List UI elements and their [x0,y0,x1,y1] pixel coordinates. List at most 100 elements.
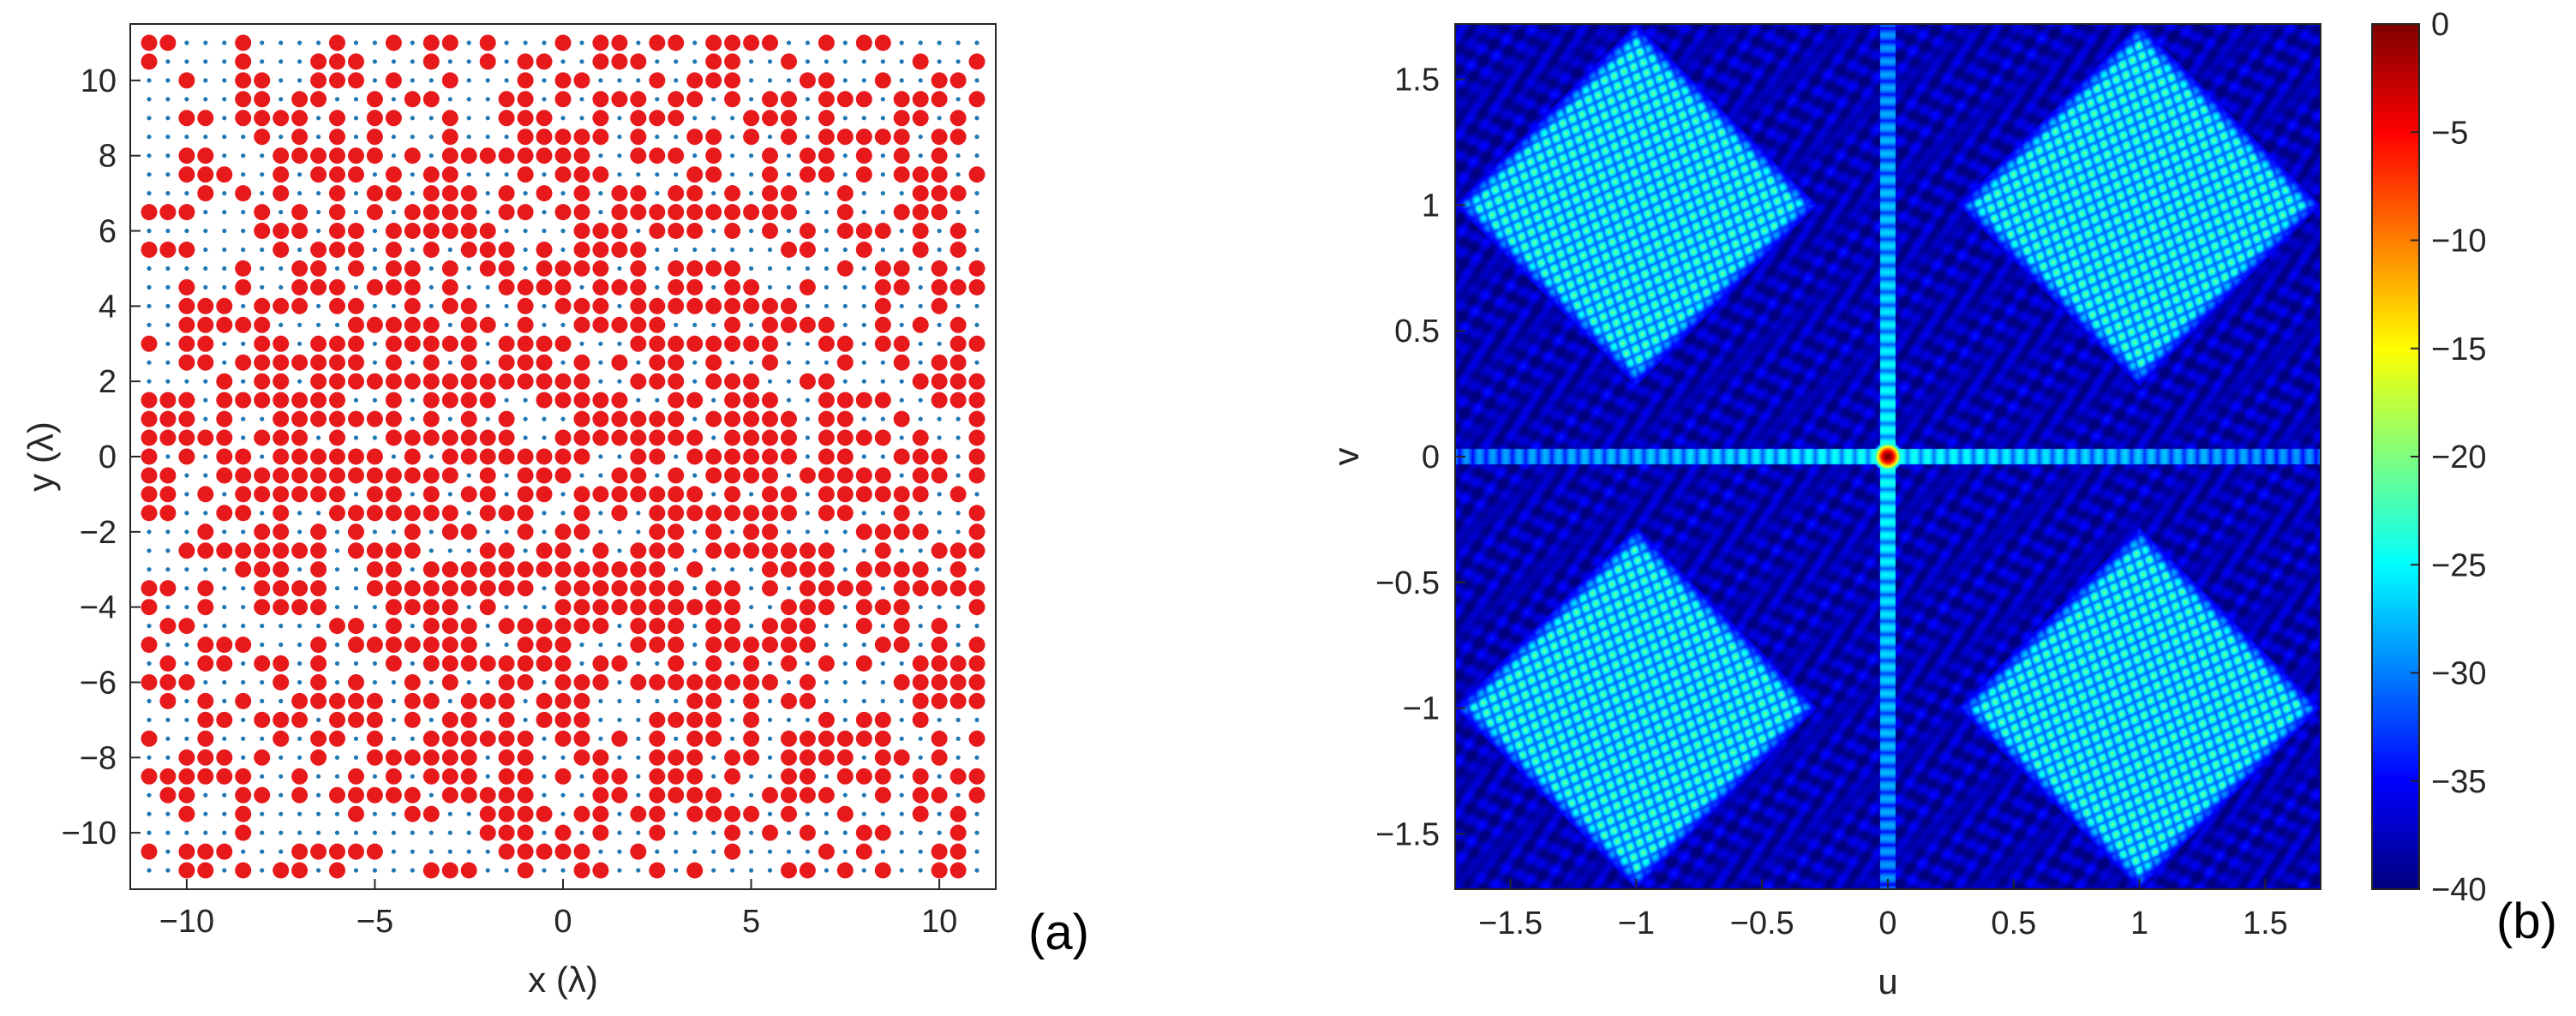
x-tick-label: 5 [742,904,760,940]
active-element-marker [517,805,534,822]
active-element-marker [460,242,477,258]
active-element-marker [686,91,704,108]
active-element-marker [630,599,647,616]
active-element-marker [950,223,967,239]
active-element-marker [931,278,948,296]
grid-point-marker [692,40,698,45]
active-element-marker [385,786,402,804]
grid-point-marker [842,247,848,253]
active-element-marker [385,768,402,785]
grid-point-marker [447,247,452,253]
grid-point-marker [260,284,265,290]
grid-point-marker [447,59,452,64]
grid-point-marker [655,247,660,253]
grid-point-marker [617,642,622,648]
grid-point-marker [222,736,227,741]
active-element-marker [554,278,572,296]
grid-point-marker [560,511,566,516]
active-element-marker [273,486,290,503]
active-element-marker [573,373,590,390]
active-element-marker [422,391,440,409]
active-element-marker [611,505,628,522]
grid-point-marker [542,792,547,798]
grid-point-marker [542,416,547,421]
active-element-marker [216,448,233,465]
active-element-marker [874,278,891,296]
active-element-marker [931,448,948,465]
active-element-marker [517,749,534,766]
grid-point-marker [861,360,866,365]
active-element-marker [310,749,327,766]
active-element-marker [762,636,778,654]
grid-point-marker [334,642,340,648]
active-element-marker [686,166,704,183]
active-element-marker [291,260,309,277]
active-element-marker [310,354,327,371]
grid-point-marker [956,153,961,158]
active-element-marker [630,636,647,654]
active-element-marker [762,166,778,183]
grid-point-marker [203,679,208,685]
grid-point-marker [297,529,303,535]
active-element-marker [630,278,647,296]
grid-point-marker [749,605,754,610]
active-element-marker [836,730,854,747]
active-element-marker [536,53,553,70]
grid-point-marker [730,134,735,140]
active-element-marker [254,599,271,616]
active-element-marker [441,505,458,522]
active-element-marker [592,278,609,296]
grid-point-marker [918,284,923,290]
active-element-marker [611,655,628,672]
active-element-marker [649,730,666,747]
active-element-marker [724,185,741,202]
active-element-marker [649,749,666,766]
active-element-marker [649,147,666,164]
grid-point-marker [842,284,848,290]
grid-point-marker [372,228,377,234]
grid-point-marker [222,811,227,816]
active-element-marker [197,749,214,766]
active-element-marker [554,34,572,51]
grid-point-marker [297,379,303,384]
grid-point-marker [147,624,152,629]
active-element-marker [818,786,835,804]
active-element-marker [781,297,797,314]
active-element-marker [329,711,345,728]
active-element-marker [836,805,854,822]
active-element-marker [498,542,515,559]
active-element-marker [781,805,797,822]
active-element-marker [460,618,477,635]
grid-point-marker [241,624,246,629]
active-element-marker [178,316,195,333]
active-element-marker [724,843,741,860]
grid-point-marker [617,116,622,121]
grid-point-marker [391,97,396,102]
grid-point-marker [579,548,584,553]
grid-point-marker [316,210,321,215]
active-element-marker [291,768,309,785]
grid-point-marker [674,247,679,253]
active-element-marker [460,730,477,747]
active-element-marker [931,391,948,409]
grid-point-marker [391,210,396,215]
grid-point-marker [598,454,603,459]
active-element-marker [762,297,778,314]
grid-point-marker [316,191,321,196]
active-element-marker [329,448,345,465]
active-element-marker [460,223,477,239]
active-element-marker [950,805,967,822]
grid-point-marker [824,228,830,234]
active-element-marker [404,505,421,522]
grid-point-marker [372,660,377,666]
active-element-marker [743,391,760,409]
grid-point-marker [692,548,698,553]
active-element-marker [536,486,553,503]
active-element-marker [893,749,910,766]
grid-point-marker [222,360,227,365]
active-element-marker [931,618,948,635]
grid-point-marker [203,792,208,798]
grid-point-marker [147,548,152,553]
active-element-marker [536,655,553,672]
